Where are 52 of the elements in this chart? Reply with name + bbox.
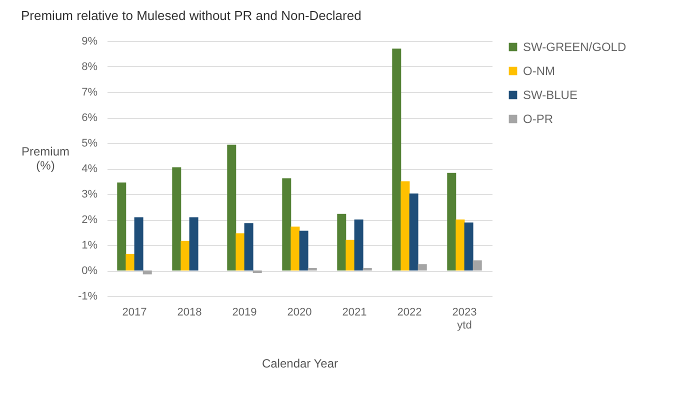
bar [354, 220, 364, 270]
bar [126, 254, 135, 270]
bar [117, 182, 126, 270]
bar [172, 167, 182, 270]
bar [252, 270, 262, 274]
bar [456, 220, 465, 270]
bar [362, 268, 372, 270]
bar [236, 233, 245, 270]
bar [290, 226, 300, 270]
bar [400, 181, 410, 270]
y-tick-label: 7% [82, 86, 98, 98]
x-tick-label: 2023 ytd [452, 306, 477, 332]
x-tick-label: 2022 [397, 306, 422, 318]
bar [464, 222, 474, 270]
y-axis-title: Premium (%) [21, 144, 70, 172]
bar [244, 223, 254, 270]
y-tick-label: 6% [82, 112, 98, 124]
y-tick-label: 2% [82, 214, 98, 226]
bar [472, 260, 482, 270]
legend-label: SW-GREEN/GOLD [523, 40, 626, 54]
bar [134, 217, 144, 270]
y-tick-label: 9% [82, 36, 98, 48]
x-tick-label: 2017 [122, 306, 147, 318]
bar [392, 48, 402, 270]
bar [447, 172, 456, 270]
chart-title: Premium relative to Mulesed without PR and Non-Declared [20, 8, 362, 23]
y-tick-label: 3% [82, 188, 98, 200]
y-tick-label: 4% [82, 163, 98, 175]
y-tick-label: 0% [82, 265, 98, 277]
x-tick-label: 2020 [287, 306, 312, 318]
legend-label: O-NM [523, 64, 555, 78]
x-tick-label: 2018 [177, 306, 202, 318]
bar [180, 240, 190, 270]
bar [308, 268, 317, 270]
bar [189, 217, 198, 270]
bar [227, 144, 236, 270]
legend-label: O-PR [523, 112, 554, 126]
bar [299, 230, 308, 270]
y-tick-label: 8% [82, 61, 98, 73]
x-axis-title: Calendar Year [262, 356, 338, 370]
x-tick-label: 2021 [342, 306, 367, 318]
y-tick-label: -1% [78, 290, 98, 302]
x-tick-label: 2019 [232, 306, 257, 318]
y-tick-label: 1% [82, 240, 98, 252]
bar [409, 193, 418, 270]
bar [142, 270, 152, 274]
y-tick-label: 5% [82, 138, 98, 150]
bar [346, 240, 355, 270]
bar [282, 178, 292, 270]
bar [337, 214, 346, 270]
bar [418, 264, 427, 270]
legend-label: SW-BLUE [523, 88, 578, 102]
